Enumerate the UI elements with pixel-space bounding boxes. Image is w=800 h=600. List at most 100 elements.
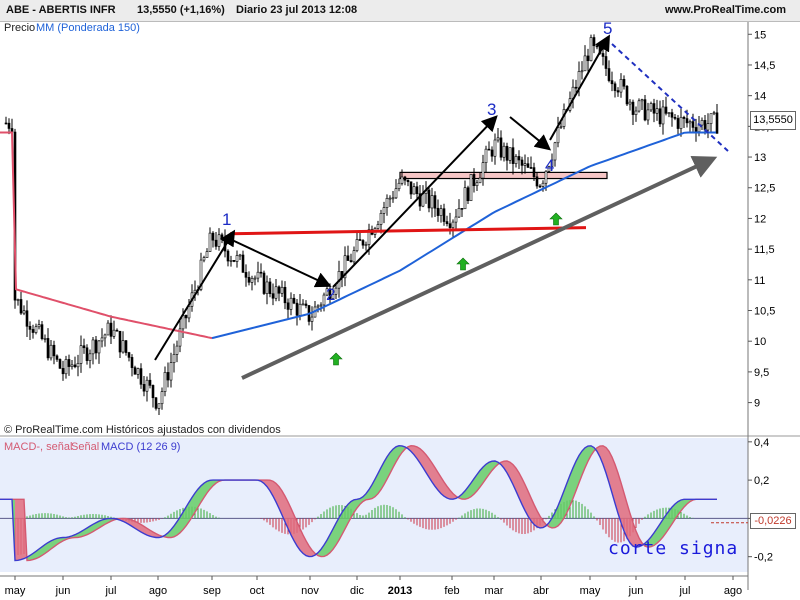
time-tick-label: jul	[104, 585, 116, 597]
macd-fill	[450, 490, 453, 500]
candle-body	[694, 127, 698, 132]
candle-body	[34, 326, 38, 333]
candle-body	[682, 116, 686, 119]
last-price-box: 13,5550	[750, 111, 796, 130]
macd-fill	[90, 524, 93, 534]
candle-body	[127, 352, 131, 358]
candle-body	[58, 359, 62, 369]
price-tick-label: 11	[754, 275, 765, 287]
candle-body	[274, 286, 278, 299]
macd-fill	[519, 472, 522, 505]
candle-body	[532, 167, 536, 178]
candle-body	[688, 121, 692, 124]
candle-body	[541, 182, 545, 187]
candle-body	[289, 297, 293, 310]
candle-body	[46, 338, 50, 359]
macd-fill	[531, 497, 534, 525]
candle-body	[43, 338, 47, 340]
price-tick-label: 12	[754, 213, 766, 225]
macd-fill	[669, 507, 672, 529]
candle-body	[436, 207, 440, 216]
macd-fill	[624, 492, 627, 538]
candle-body	[70, 364, 74, 367]
macd-fill	[342, 508, 345, 535]
candle-body	[409, 181, 413, 195]
ma-line-early	[0, 131, 213, 340]
macd-fill	[462, 490, 465, 500]
macd-fill	[339, 512, 342, 541]
macd-fill	[516, 468, 519, 498]
candle-body	[523, 163, 527, 166]
candle-body	[574, 86, 578, 89]
candle-body	[64, 359, 68, 375]
macd-fill	[180, 512, 183, 533]
candle-body	[664, 106, 668, 114]
macd-fill	[672, 504, 675, 524]
candle-body	[220, 234, 224, 240]
candle-body	[7, 122, 11, 129]
candle-body	[148, 379, 152, 386]
candle-body	[247, 277, 251, 283]
macd-tick-label: 0,4	[754, 437, 769, 449]
macd-fill	[480, 467, 483, 488]
candle-body	[535, 176, 539, 187]
macd-fill	[198, 485, 201, 508]
macd-fill	[39, 546, 42, 558]
macd-fill	[336, 517, 339, 546]
candle-body	[619, 79, 623, 93]
macd-fill	[483, 464, 486, 483]
candle-body	[679, 116, 683, 129]
macd-fill	[576, 455, 579, 491]
candle-body	[631, 101, 635, 115]
candle-body	[133, 367, 137, 375]
candle-body	[277, 286, 281, 294]
candle-body	[451, 221, 455, 228]
candle-body	[670, 112, 674, 118]
macd-fill	[600, 445, 603, 465]
buy-arrow-icon	[329, 352, 343, 366]
candle-body	[238, 254, 242, 257]
wave-label-2: 2	[326, 285, 336, 304]
candle-body	[580, 70, 584, 73]
macd-fill	[279, 486, 282, 516]
candle-body	[184, 315, 188, 319]
signal-line	[0, 444, 717, 562]
candle-body	[118, 330, 122, 353]
candle-body	[391, 197, 395, 200]
candle-body	[529, 167, 533, 169]
candle-body	[145, 379, 149, 392]
candle-body	[19, 299, 23, 314]
candle-body	[256, 271, 260, 279]
candle-body	[622, 79, 626, 87]
macd-fill	[522, 478, 525, 511]
candle-body	[259, 271, 263, 274]
macd-fill	[399, 445, 402, 457]
candle-body	[367, 229, 371, 245]
macd-fill	[579, 450, 582, 483]
candle-body	[124, 340, 128, 353]
wave-arrow	[231, 239, 332, 288]
site-label: www.ProRealTime.com	[665, 4, 787, 16]
candle-body	[52, 344, 56, 357]
period-date: Diario 23 jul 2013 12:08	[236, 4, 358, 16]
candle-body	[430, 195, 434, 209]
candle-body	[604, 56, 608, 69]
candle-body	[49, 344, 53, 359]
macd-fill	[438, 472, 441, 494]
candle-body	[352, 250, 356, 263]
macd-fill	[297, 521, 300, 551]
candle-body	[418, 193, 422, 207]
macd-tick-label: -0,2	[754, 552, 773, 564]
macd-fill	[330, 528, 333, 553]
candle-body	[463, 187, 467, 210]
candle-body	[550, 159, 554, 167]
macd-fill	[390, 449, 393, 474]
macd-fill	[93, 522, 96, 532]
macd-fill	[474, 474, 477, 495]
macd-fill	[27, 555, 30, 561]
macd-fill	[636, 531, 639, 548]
buy-arrow-icon	[549, 212, 563, 226]
macd-fill	[612, 457, 615, 504]
candle-body	[439, 208, 443, 216]
candle-body	[640, 99, 644, 102]
